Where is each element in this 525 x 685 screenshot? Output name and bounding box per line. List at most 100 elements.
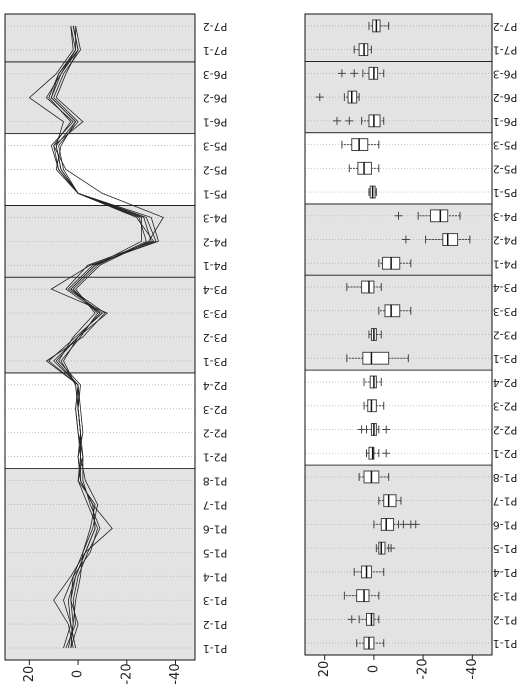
category-label: P7-1 xyxy=(493,44,518,57)
box xyxy=(380,517,395,531)
category-label: P2-3 xyxy=(203,403,228,416)
series-line xyxy=(50,25,155,649)
tick-label: 20 xyxy=(22,666,37,683)
category-label: P3-1 xyxy=(493,352,518,365)
category-label: P6-1 xyxy=(203,116,228,129)
group-band xyxy=(304,13,493,62)
category-label: P3-3 xyxy=(203,307,228,320)
flier xyxy=(357,425,366,434)
box xyxy=(384,304,401,318)
group-band xyxy=(4,205,196,278)
flier xyxy=(345,116,354,125)
category-label: P2-3 xyxy=(493,400,518,413)
category-label: P3-3 xyxy=(493,305,518,318)
category-label: P1-1 xyxy=(203,642,228,655)
category-label: P5-3 xyxy=(493,139,518,152)
box xyxy=(362,351,390,365)
category-label: P4-1 xyxy=(493,257,518,270)
category-label: P7-2 xyxy=(493,20,518,33)
category-label: P5-2 xyxy=(203,164,228,177)
category-label: P4-2 xyxy=(203,235,228,248)
category-label: P1-5 xyxy=(203,546,228,559)
tick-label: -20 xyxy=(119,663,134,684)
category-label: P5-1 xyxy=(203,187,228,200)
group-band xyxy=(304,464,493,656)
panel-frame xyxy=(304,13,493,656)
category-label: P1-6 xyxy=(203,522,228,535)
box xyxy=(366,612,375,626)
panel-frame xyxy=(4,13,196,661)
category-label: P1-5 xyxy=(493,542,518,555)
series-line xyxy=(45,26,142,649)
category-label: P4-2 xyxy=(493,234,518,247)
group-band xyxy=(4,276,196,374)
category-label: P7-1 xyxy=(203,44,228,57)
tick-label: 20 xyxy=(317,661,332,678)
category-label: P1-2 xyxy=(203,618,228,631)
group-band xyxy=(4,13,196,63)
category-label: P5-3 xyxy=(203,140,228,153)
category-label: P3-2 xyxy=(493,329,518,342)
group-band xyxy=(4,61,196,135)
flier xyxy=(382,449,391,458)
series-line xyxy=(48,25,157,649)
category-label: P2-1 xyxy=(203,451,228,464)
group-band xyxy=(4,372,196,469)
tick-label: 0 xyxy=(71,670,86,678)
category-label: P2-2 xyxy=(493,423,518,436)
category-label: P3-4 xyxy=(203,283,228,296)
category-label: P2-4 xyxy=(203,379,228,392)
series-line xyxy=(53,25,147,649)
category-label: P1-4 xyxy=(493,566,518,579)
category-label: P6-3 xyxy=(203,68,228,81)
series-line xyxy=(53,25,164,649)
category-label: P3-2 xyxy=(203,331,228,344)
category-label: P1-8 xyxy=(203,475,228,488)
box xyxy=(442,233,459,246)
flier xyxy=(350,69,359,78)
flier xyxy=(382,425,391,434)
flier xyxy=(347,615,356,624)
category-label: P4-3 xyxy=(493,210,518,223)
flier xyxy=(411,520,420,529)
box xyxy=(429,209,449,223)
tick-label: -40 xyxy=(465,658,480,679)
group-band xyxy=(4,133,196,206)
tick-label: 0 xyxy=(366,665,381,673)
category-label: P1-6 xyxy=(493,518,518,531)
category-label: P6-1 xyxy=(493,115,518,128)
box xyxy=(368,446,375,460)
category-label: P2-2 xyxy=(203,427,228,440)
flier xyxy=(401,235,410,244)
box xyxy=(361,280,375,294)
group-band xyxy=(304,274,493,371)
flier xyxy=(332,116,341,125)
category-label: P5-2 xyxy=(493,162,518,175)
flier xyxy=(394,211,403,220)
box xyxy=(383,494,397,508)
category-label: P1-7 xyxy=(203,498,228,511)
category-label: P3-4 xyxy=(493,281,518,294)
category-label: P1-2 xyxy=(493,613,518,626)
category-label: P1-1 xyxy=(493,637,518,650)
category-label: P5-1 xyxy=(493,186,518,199)
category-label: P1-4 xyxy=(203,570,228,583)
category-label: P6-3 xyxy=(493,67,518,80)
category-label: P7-2 xyxy=(203,20,228,33)
category-label: P1-8 xyxy=(493,471,518,484)
category-label: P1-7 xyxy=(493,495,518,508)
flier xyxy=(315,93,324,102)
category-label: P1-3 xyxy=(493,590,518,603)
category-label: P4-1 xyxy=(203,259,228,272)
category-label: P3-1 xyxy=(203,355,228,368)
category-label: P6-2 xyxy=(203,92,228,105)
category-label: P2-4 xyxy=(493,376,518,389)
group-band xyxy=(4,468,196,661)
category-label: P1-3 xyxy=(203,594,228,607)
box xyxy=(356,589,370,603)
tick-label: -20 xyxy=(416,658,431,679)
category-label: P2-1 xyxy=(493,447,518,460)
category-label: P4-3 xyxy=(203,211,228,224)
flier xyxy=(399,520,408,529)
